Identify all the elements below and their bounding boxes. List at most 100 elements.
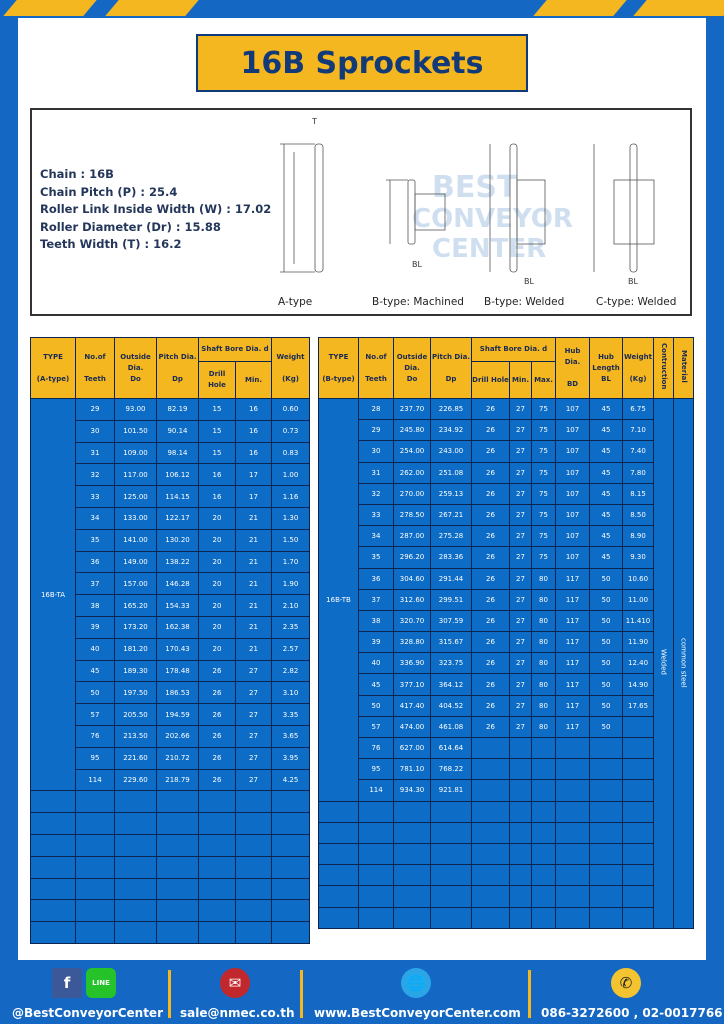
type-cell: 16B-TB — [318, 398, 359, 802]
table-cell: 181.20 — [114, 637, 157, 661]
table-cell: 3.10 — [271, 681, 310, 705]
table-cell: 11.410 — [622, 609, 655, 633]
empty-cell — [156, 812, 199, 835]
table-cell: 80 — [530, 631, 557, 654]
table-cell: 80 — [530, 715, 557, 739]
website-link[interactable]: www.BestConveyorCenter.com — [314, 1006, 521, 1020]
table-cell: 50 — [589, 588, 624, 611]
empty-cell — [271, 855, 310, 879]
table-cell: 213.50 — [114, 724, 157, 748]
header-pitch-dia: Pitch Dia. Dp — [156, 337, 199, 399]
table-cell: 474.00 — [393, 715, 431, 739]
table-cell: 26 — [471, 567, 510, 590]
empty-cell — [589, 821, 624, 844]
table-row: 76 213.50 202.66 26 27 3.65 — [31, 724, 310, 748]
table-cell: 80 — [530, 609, 557, 633]
table-cell: 50 — [589, 694, 624, 717]
table-cell: 14.90 — [622, 673, 655, 696]
header-drill-hole: Drill Hole — [471, 361, 510, 399]
table-cell: 30 — [358, 440, 394, 463]
table-row: 16B-TA 29 93.00 82.19 15 16 0.60 — [30, 397, 310, 792]
table-cell: 138.22 — [156, 550, 199, 574]
empty-cell — [156, 855, 199, 879]
phone-numbers[interactable]: 086-3272600 , 02-0017766 — [541, 1006, 723, 1020]
table-cell: 27 — [509, 503, 532, 527]
table-cell: 26 — [198, 659, 236, 683]
table-cell: 16 — [235, 441, 272, 465]
email-link[interactable]: sale@nmec.co.th — [180, 1006, 295, 1020]
header-weight: Weight (Kg) — [622, 337, 655, 399]
table-cell: 1.50 — [271, 528, 310, 552]
table-cell: 3.35 — [271, 703, 310, 726]
table-cell: 17 — [235, 463, 272, 487]
table-cell: 27 — [509, 694, 532, 717]
empty-cell — [471, 821, 510, 844]
empty-cell — [318, 864, 359, 887]
table-cell — [555, 779, 591, 802]
table-row: 39 328.80 315.67 26 27 80 117 50 11.90 — [319, 631, 694, 654]
empty-cell — [235, 790, 272, 814]
empty-cell — [198, 899, 236, 923]
divider — [168, 970, 171, 1018]
table-cell: 157.00 — [114, 572, 157, 596]
empty-cell — [75, 790, 115, 814]
table-cell: 76 — [75, 724, 115, 748]
table-cell: 27 — [509, 567, 532, 590]
table-cell: 0.73 — [271, 419, 310, 443]
table-cell: 34 — [75, 506, 115, 530]
header-construction: Contruction — [653, 337, 675, 399]
empty-cell — [235, 899, 272, 923]
empty-cell — [589, 842, 624, 866]
table-cell: 21 — [235, 550, 272, 574]
empty-cell — [318, 885, 359, 908]
empty-cell — [393, 800, 431, 823]
empty-cell — [198, 812, 236, 835]
header-teeth: No.of Teeth — [358, 337, 394, 399]
table-row: 16B-TB 28 237.70 226.85 26 27 75 107 45 6.75 Welde… — [318, 397, 695, 929]
table-cell: 226.85 — [430, 397, 472, 421]
table-cell: 27 — [509, 546, 532, 569]
table-cell: 267.21 — [430, 503, 472, 527]
table-row: 76 627.00 614.64 — [319, 736, 694, 760]
table-cell: 107 — [555, 461, 591, 484]
table-cell: 312.60 — [393, 588, 431, 611]
table-cell: 27 — [509, 525, 532, 548]
table-row: 35 296.20 283.36 26 27 75 107 45 9.30 — [319, 546, 694, 569]
table-row: 50 417.40 404.52 26 27 80 117 50 17.65 — [319, 694, 694, 717]
table-cell: 50 — [589, 609, 624, 633]
table-cell: 16 — [198, 485, 236, 508]
table-cell: 39 — [358, 631, 394, 654]
table-cell: 50 — [589, 715, 624, 739]
table-cell: 328.80 — [393, 631, 431, 654]
table-row: 38 320.70 307.59 26 27 80 117 50 11.410 — [319, 609, 694, 633]
svg-text:CONVEYOR: CONVEYOR — [412, 204, 573, 234]
empty-cell — [114, 812, 157, 835]
line-icon[interactable]: LINE — [86, 968, 116, 998]
table-cell: 1.16 — [271, 485, 310, 508]
table-cell: 50 — [589, 652, 624, 675]
empty-cell — [430, 821, 472, 844]
table-cell: 627.00 — [393, 736, 431, 760]
table-cell: 202.66 — [156, 724, 199, 748]
table-cell: 45 — [589, 440, 624, 463]
table-cell: 194.59 — [156, 703, 199, 726]
social-handle[interactable]: @BestConveyorCenter — [12, 1006, 163, 1020]
facebook-icon[interactable]: f — [52, 968, 82, 998]
table-cell: 80 — [530, 652, 557, 675]
b-machined-diagram: BL — [386, 179, 446, 269]
globe-icon: 🌐 — [401, 968, 431, 998]
empty-cell — [530, 800, 557, 823]
empty-cell — [509, 885, 532, 908]
table-row: 32 117.00 106.12 16 17 1.00 — [31, 463, 310, 487]
table-cell: 117 — [555, 652, 591, 675]
table-cell: 45 — [589, 397, 624, 421]
table-cell: 15 — [198, 441, 236, 465]
empty-cell — [555, 800, 591, 823]
empty-cell — [589, 885, 624, 908]
table-cell: 3.65 — [271, 724, 310, 748]
svg-text:BEST: BEST — [432, 170, 518, 205]
table-cell: 122.17 — [156, 506, 199, 530]
table-cell: 75 — [530, 397, 557, 421]
table-cell: 109.00 — [114, 441, 157, 465]
table-cell: 32 — [75, 463, 115, 487]
